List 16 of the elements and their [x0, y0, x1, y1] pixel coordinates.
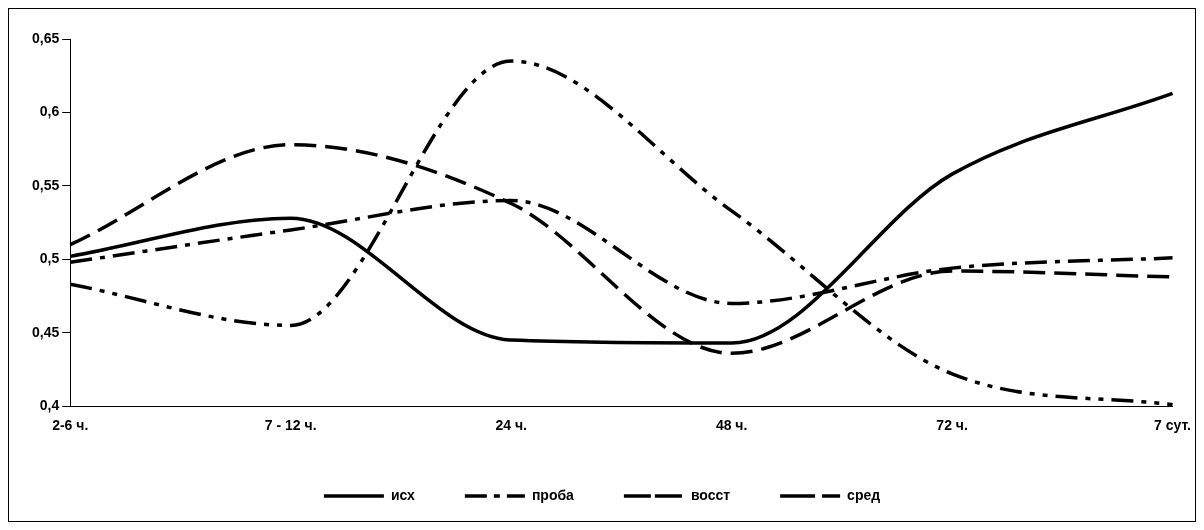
x-tick-label: 48 ч.: [715, 417, 748, 434]
legend-label: проба: [531, 486, 575, 503]
y-tick-label: 0,45: [32, 323, 60, 340]
legend-label: восст: [690, 486, 731, 503]
y-tick-label: 0,5: [39, 250, 60, 267]
x-tick-label: 7 - 12 ч.: [264, 417, 317, 434]
x-tick-label: 24 ч.: [495, 417, 527, 434]
y-tick-label: 0,65: [32, 29, 60, 46]
y-tick-label: 0,55: [32, 176, 60, 193]
x-tick-label: 72 ч.: [936, 417, 968, 434]
x-tick-label: 7 сут.: [1154, 417, 1191, 434]
y-tick-label: 0,6: [39, 103, 60, 120]
x-tick-label: 2-6 ч.: [52, 417, 89, 434]
legend-label: сред: [847, 486, 881, 503]
legend-label: исх: [390, 486, 416, 503]
y-tick-label: 0,4: [39, 397, 60, 414]
